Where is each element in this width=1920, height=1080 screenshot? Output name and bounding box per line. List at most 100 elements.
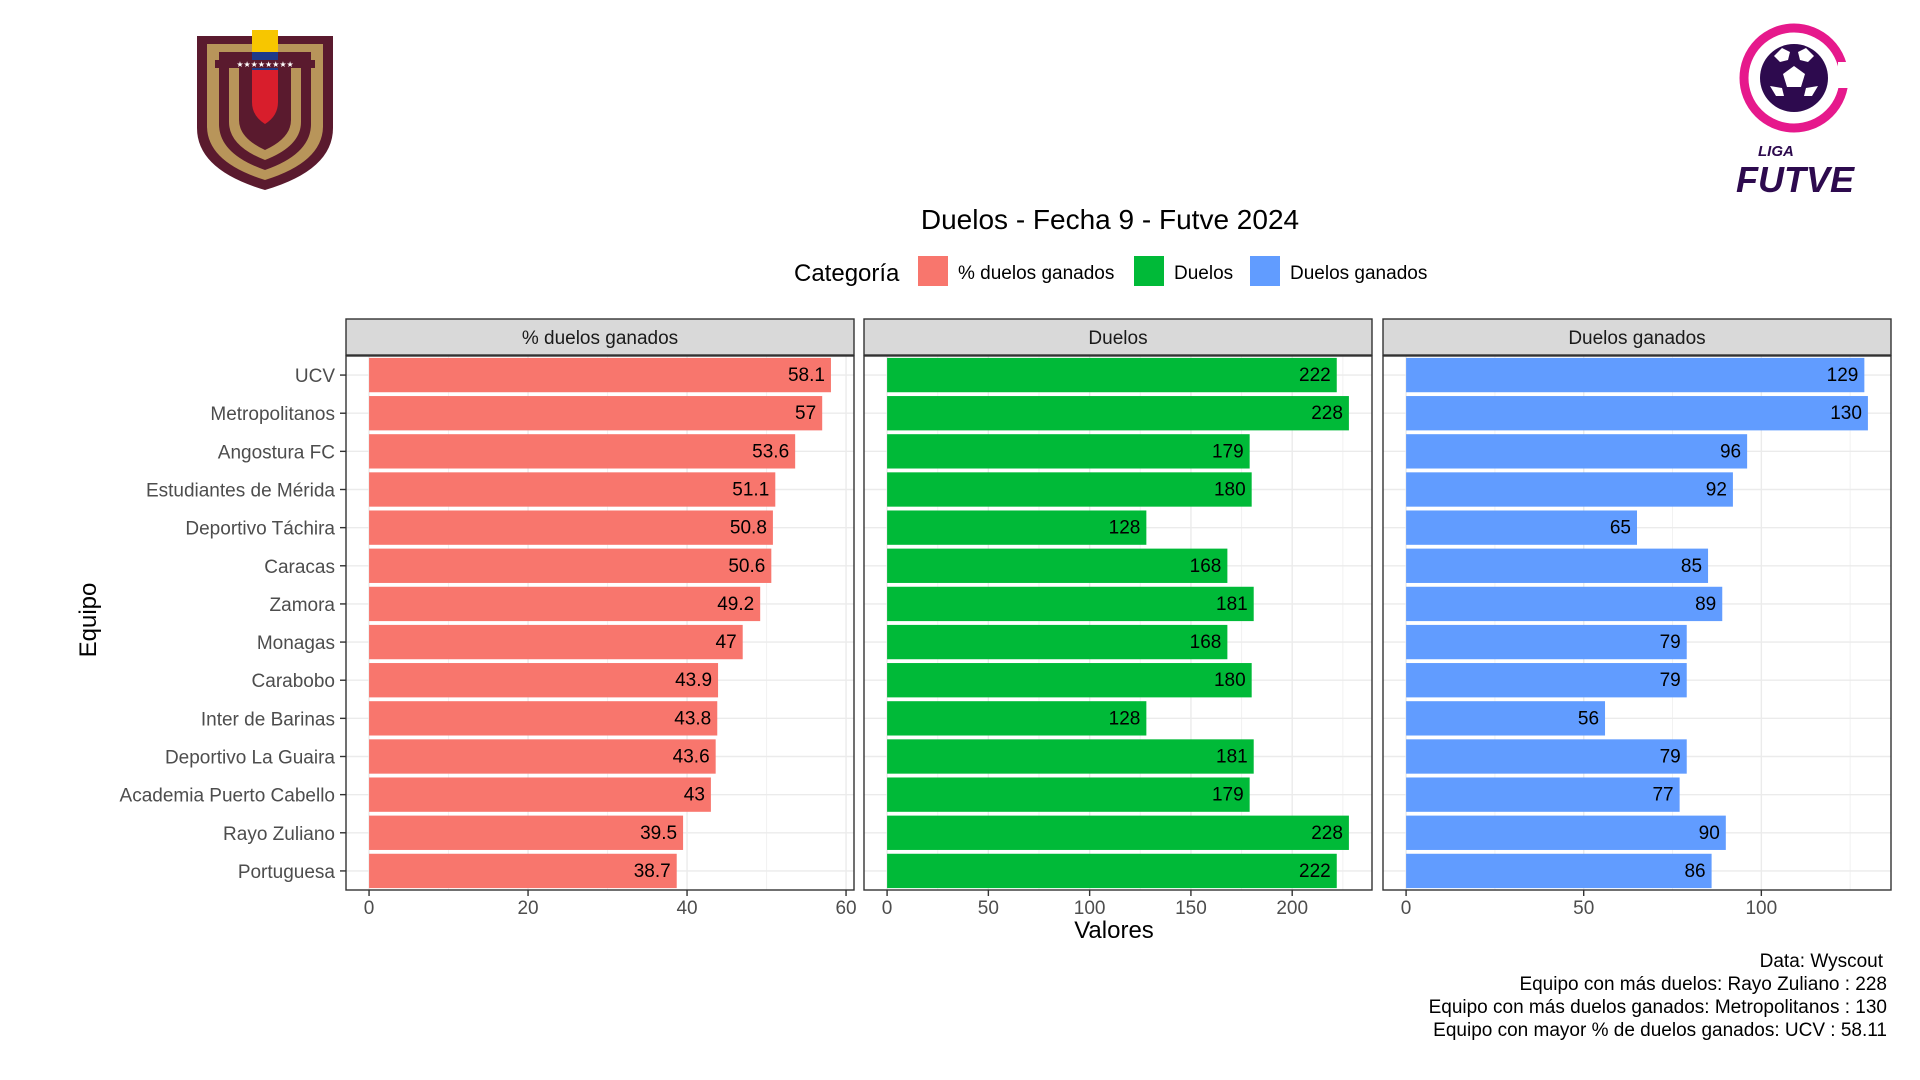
panel-border xyxy=(863,355,1373,891)
y-tick-label: Carabobo xyxy=(252,671,335,692)
y-tick-label: Zamora xyxy=(270,595,336,616)
bar-label-0-0: 58.1 xyxy=(788,365,825,386)
panel-2: 129 130 96 92 65 85 89 79 79 56 79 77 90 86 Duelos gan… xyxy=(1382,318,1892,919)
bar-1-1 xyxy=(887,396,1349,431)
bar-label-2-5: 85 xyxy=(1681,556,1702,577)
bar-1-7 xyxy=(887,624,1228,660)
bar-1-2 xyxy=(887,434,1250,469)
strip-2 xyxy=(1382,318,1892,356)
bar-label-2-6: 89 xyxy=(1695,594,1716,615)
bar-2-4 xyxy=(1406,510,1637,545)
bar-2-13 xyxy=(1406,853,1712,889)
bar-label-0-1: 57 xyxy=(795,403,816,424)
x-tick-label: 150 xyxy=(1175,898,1207,919)
x-tick-label: 100 xyxy=(1074,898,1106,919)
bar-2-1 xyxy=(1406,396,1868,431)
bar-1-10 xyxy=(887,739,1254,774)
y-tick-label: Angostura FC xyxy=(218,442,335,463)
caption-line-1: Data: Wyscout xyxy=(1760,951,1884,972)
bar-label-2-1: 130 xyxy=(1830,403,1862,424)
x-tick-label: 100 xyxy=(1745,898,1777,919)
x-axis-title: Valores xyxy=(1074,917,1154,944)
x-tick-label: 60 xyxy=(835,898,856,919)
bar-2-10 xyxy=(1406,739,1687,774)
bar-label-1-1: 228 xyxy=(1311,403,1343,424)
bar-label-2-12: 90 xyxy=(1699,823,1720,844)
bar-1-8 xyxy=(887,663,1252,698)
bar-label-2-9: 56 xyxy=(1578,708,1599,729)
x-tick-label: 200 xyxy=(1276,898,1308,919)
bar-label-1-12: 228 xyxy=(1311,823,1343,844)
bar-2-2 xyxy=(1406,434,1748,469)
legend-label-duelos: Duelos xyxy=(1174,263,1233,284)
bar-label-1-9: 128 xyxy=(1109,708,1141,729)
bar-label-1-0: 222 xyxy=(1299,365,1331,386)
bar-label-2-0: 129 xyxy=(1827,365,1859,386)
liga-futve-logo: LIGA FUTVE xyxy=(1736,23,1855,200)
bar-0-2 xyxy=(369,434,796,469)
x-tick-label: 40 xyxy=(676,898,697,919)
y-tick-label: Academia Puerto Cabello xyxy=(120,786,335,807)
bar-label-0-8: 43.9 xyxy=(675,670,712,691)
y-tick-label: Metropolitanos xyxy=(210,404,335,425)
x-tick-label: 0 xyxy=(1401,898,1412,919)
bar-0-5 xyxy=(369,548,772,583)
bar-label-2-8: 79 xyxy=(1660,670,1681,691)
bar-label-0-11: 43 xyxy=(684,785,705,806)
bar-0-4 xyxy=(369,510,773,545)
bar-label-1-8: 180 xyxy=(1214,670,1246,691)
bar-2-12 xyxy=(1406,815,1726,850)
panel-border xyxy=(1382,355,1892,891)
bar-label-2-10: 79 xyxy=(1660,747,1681,768)
bar-0-1 xyxy=(369,396,823,431)
legend-key-pct xyxy=(918,256,948,286)
bar-label-2-3: 92 xyxy=(1706,480,1727,501)
x-tick-label: 0 xyxy=(364,898,375,919)
y-tick-label: Deportivo Táchira xyxy=(185,519,335,540)
strip-label-1: Duelos xyxy=(1088,328,1147,349)
bar-label-0-9: 43.8 xyxy=(674,708,711,729)
bar-label-1-11: 179 xyxy=(1212,785,1244,806)
bar-0-3 xyxy=(369,472,776,507)
bar-0-8 xyxy=(369,663,719,698)
x-tick-label: 0 xyxy=(882,898,893,919)
legend-key-duelos xyxy=(1134,256,1164,286)
bar-label-2-4: 65 xyxy=(1610,518,1631,539)
y-tick-label: Estudiantes de Mérida xyxy=(146,481,335,502)
strip-label-0: % duelos ganados xyxy=(522,328,678,349)
bar-2-9 xyxy=(1406,701,1606,736)
svg-text:★★★★★★★★: ★★★★★★★★ xyxy=(236,60,293,69)
bar-label-0-5: 50.6 xyxy=(728,556,765,577)
bar-label-1-7: 168 xyxy=(1190,632,1222,653)
bar-0-0 xyxy=(369,357,831,393)
bar-label-0-3: 51.1 xyxy=(732,480,769,501)
bar-2-3 xyxy=(1406,472,1733,507)
bar-0-6 xyxy=(369,586,761,622)
panel-1: 222 228 179 180 128 168 181 168 180 128 181 179 228 2… xyxy=(863,318,1373,919)
strip-label-2: Duelos ganados xyxy=(1568,328,1705,349)
bar-0-10 xyxy=(369,739,716,774)
bar-1-3 xyxy=(887,472,1252,507)
legend-title: Categoría xyxy=(794,260,900,287)
bar-0-11 xyxy=(369,777,711,812)
bar-label-0-6: 49.2 xyxy=(717,594,754,615)
caption-line-2: Equipo con más duelos: Rayo Zuliano : 22… xyxy=(1519,974,1887,995)
bar-label-2-7: 79 xyxy=(1660,632,1681,653)
y-tick-label: Caracas xyxy=(264,557,335,578)
bar-0-7 xyxy=(369,624,743,660)
panel-border xyxy=(345,355,855,891)
bar-1-0 xyxy=(887,357,1337,393)
legend-label-pct: % duelos ganados xyxy=(958,263,1114,284)
bar-1-9 xyxy=(887,701,1147,736)
strip-0 xyxy=(345,318,855,356)
bar-2-0 xyxy=(1406,357,1865,393)
bar-1-11 xyxy=(887,777,1250,812)
bar-label-0-10: 43.6 xyxy=(673,747,710,768)
chart-title: Duelos - Fecha 9 - Futve 2024 xyxy=(921,204,1299,235)
bar-2-11 xyxy=(1406,777,1680,812)
x-tick-label: 50 xyxy=(1573,898,1594,919)
bar-1-5 xyxy=(887,548,1228,583)
legend-key-ganados xyxy=(1250,256,1280,286)
